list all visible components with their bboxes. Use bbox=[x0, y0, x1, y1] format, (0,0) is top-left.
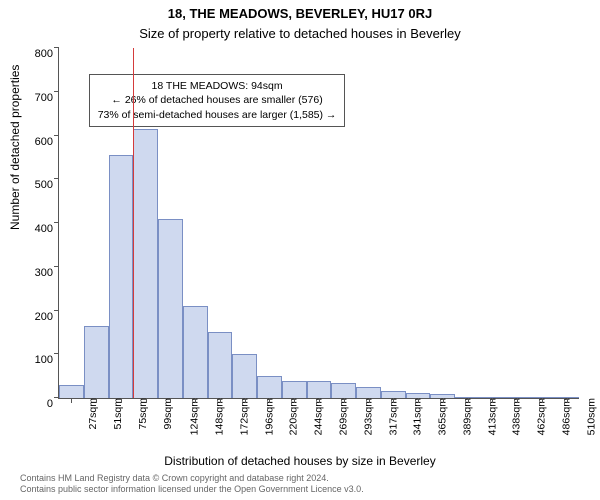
histogram-bar bbox=[307, 381, 332, 399]
histogram-bar bbox=[158, 219, 183, 398]
y-tick-label: 600 bbox=[17, 136, 53, 148]
x-tick-label: 148sqm bbox=[214, 398, 226, 435]
histogram-bar bbox=[133, 129, 158, 398]
x-tick-label: 293sqm bbox=[362, 398, 374, 435]
x-tick-mark bbox=[195, 398, 196, 403]
histogram-bar bbox=[109, 155, 134, 398]
x-tick-label: 486sqm bbox=[561, 398, 573, 435]
histogram-bar bbox=[84, 326, 109, 398]
histogram-bar bbox=[331, 383, 356, 398]
x-tick-mark bbox=[319, 398, 320, 403]
x-tick-label: 196sqm bbox=[263, 398, 275, 435]
x-tick-label: 389sqm bbox=[461, 398, 473, 435]
y-tick-mark bbox=[54, 47, 59, 48]
x-tick-mark bbox=[542, 398, 543, 403]
chart-container: 18, THE MEADOWS, BEVERLEY, HU17 0RJ Size… bbox=[0, 0, 600, 500]
x-tick-mark bbox=[170, 398, 171, 403]
x-tick-mark bbox=[245, 398, 246, 403]
y-tick-label: 200 bbox=[17, 311, 53, 323]
reference-line bbox=[133, 48, 134, 398]
x-tick-label: 462sqm bbox=[536, 398, 548, 435]
x-tick-label: 341sqm bbox=[412, 398, 424, 435]
x-tick-mark bbox=[220, 398, 221, 403]
x-tick-label: 51sqm bbox=[112, 398, 124, 430]
x-tick-mark bbox=[517, 398, 518, 403]
y-tick-label: 700 bbox=[17, 92, 53, 104]
y-tick-label: 500 bbox=[17, 179, 53, 191]
x-tick-mark bbox=[96, 398, 97, 403]
y-tick-mark bbox=[54, 266, 59, 267]
x-tick-mark bbox=[567, 398, 568, 403]
x-tick-mark bbox=[146, 398, 147, 403]
histogram-bar bbox=[232, 354, 257, 398]
x-tick-label: 99sqm bbox=[161, 398, 173, 430]
x-tick-label: 510sqm bbox=[585, 398, 597, 435]
y-tick-label: 400 bbox=[17, 223, 53, 235]
x-tick-mark bbox=[492, 398, 493, 403]
x-tick-label: 438sqm bbox=[511, 398, 523, 435]
footer-line-1: Contains HM Land Registry data © Crown c… bbox=[20, 473, 580, 485]
x-tick-mark bbox=[344, 398, 345, 403]
x-tick-label: 75sqm bbox=[137, 398, 149, 430]
y-tick-mark bbox=[54, 91, 59, 92]
x-tick-label: 365sqm bbox=[437, 398, 449, 435]
title-line-2: Size of property relative to detached ho… bbox=[0, 26, 600, 41]
histogram-bar bbox=[208, 332, 233, 398]
histogram-bar bbox=[59, 385, 84, 398]
x-tick-mark bbox=[418, 398, 419, 403]
y-tick-mark bbox=[54, 222, 59, 223]
histogram-bar bbox=[183, 306, 208, 398]
x-tick-mark bbox=[468, 398, 469, 403]
x-tick-mark bbox=[71, 398, 72, 403]
title-line-1: 18, THE MEADOWS, BEVERLEY, HU17 0RJ bbox=[0, 6, 600, 21]
y-tick-label: 0 bbox=[17, 398, 53, 410]
x-tick-mark bbox=[393, 398, 394, 403]
x-tick-mark bbox=[369, 398, 370, 403]
y-tick-label: 100 bbox=[17, 354, 53, 366]
x-tick-label: 220sqm bbox=[288, 398, 300, 435]
annotation-box: 18 THE MEADOWS: 94sqm ← 26% of detached … bbox=[89, 74, 346, 127]
x-tick-label: 244sqm bbox=[313, 398, 325, 435]
x-tick-mark bbox=[294, 398, 295, 403]
histogram-bar bbox=[257, 376, 282, 398]
y-tick-mark bbox=[54, 135, 59, 136]
histogram-bar bbox=[356, 387, 381, 398]
y-tick-mark bbox=[54, 353, 59, 354]
footer-text: Contains HM Land Registry data © Crown c… bbox=[20, 473, 580, 496]
y-tick-label: 300 bbox=[17, 267, 53, 279]
y-tick-mark bbox=[54, 178, 59, 179]
x-tick-label: 27sqm bbox=[87, 398, 99, 430]
x-axis-label: Distribution of detached houses by size … bbox=[0, 454, 600, 468]
histogram-bar bbox=[282, 381, 307, 399]
x-tick-label: 124sqm bbox=[189, 398, 201, 435]
y-tick-label: 800 bbox=[17, 48, 53, 60]
y-tick-mark bbox=[54, 310, 59, 311]
x-tick-label: 172sqm bbox=[239, 398, 251, 435]
x-tick-mark bbox=[269, 398, 270, 403]
x-tick-label: 269sqm bbox=[338, 398, 350, 435]
x-tick-mark bbox=[443, 398, 444, 403]
footer-line-2: Contains public sector information licen… bbox=[20, 484, 580, 496]
plot-area: 18 THE MEADOWS: 94sqm ← 26% of detached … bbox=[58, 48, 579, 399]
x-tick-label: 317sqm bbox=[387, 398, 399, 435]
x-tick-mark bbox=[121, 398, 122, 403]
x-tick-label: 413sqm bbox=[486, 398, 498, 435]
